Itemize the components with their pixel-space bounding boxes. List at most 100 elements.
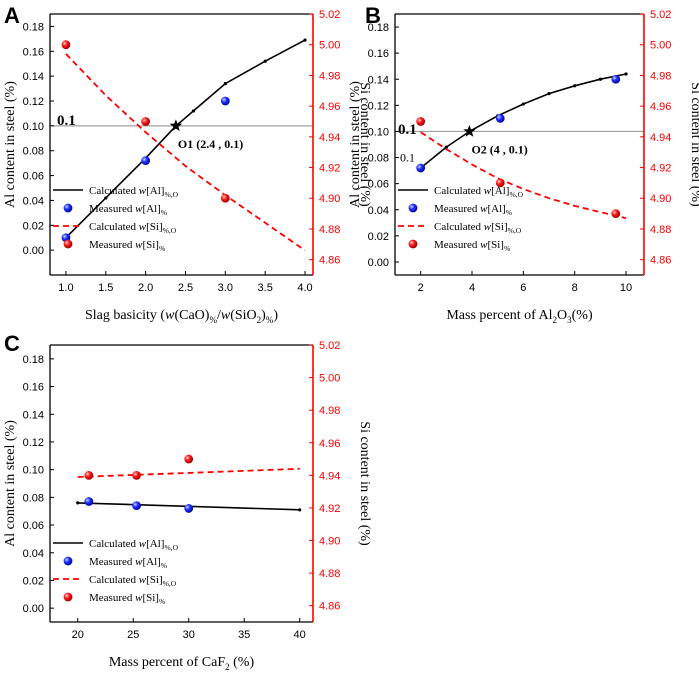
calculated-al-line (65, 39, 306, 239)
left-axis-title: Al content in steel (%) (3, 420, 18, 547)
calculated-al-point (104, 196, 108, 200)
x-tick-label: 25 (127, 629, 139, 641)
legend-sub: % (161, 561, 167, 570)
legend-part: [Al] (491, 185, 509, 197)
measured-si-point (220, 193, 230, 203)
intersection-marker (169, 119, 183, 132)
right-tick-label: 5.00 (319, 373, 340, 385)
legend-red-marker-icon (408, 239, 418, 249)
left-tick-label: 0.10 (23, 465, 44, 477)
legend-part: Calculated (434, 185, 484, 197)
calculated-al-point (298, 508, 302, 512)
legend-part: [Si] (491, 221, 508, 233)
right-tick-label: 4.86 (319, 601, 340, 613)
legend-part: Measured (434, 239, 480, 251)
left-tick-label: 0.04 (23, 548, 44, 560)
intersection-marker (463, 125, 476, 137)
legend-part: w (480, 203, 488, 215)
legend-part: [Al] (142, 556, 160, 568)
measured-si-point (611, 209, 621, 218)
right-tick-label: 5.00 (319, 40, 340, 52)
x-title-part: O (557, 308, 567, 323)
legend-part: Measured (89, 556, 135, 568)
right-tick-label: 4.96 (319, 438, 340, 450)
legend-label: Measured w[Si]% (89, 592, 165, 606)
legend-part: w (484, 221, 492, 233)
right-tick-label: 4.88 (319, 568, 340, 580)
legend-part: w (135, 592, 143, 604)
x-title-part: (%) (572, 308, 593, 323)
legend-label: Measured w[Al]% (89, 203, 167, 217)
legend-label: Calculated w[Al]%,O (89, 185, 179, 199)
x-tick-label: 30 (183, 629, 195, 641)
reference-label: 0.1 (398, 122, 417, 138)
legend-sub: %,O (163, 226, 177, 235)
legend-part: [Si] (487, 239, 504, 251)
panel-label: B (365, 3, 381, 28)
left-tick-label: 0.12 (368, 100, 389, 112)
legend-part: Calculated (434, 221, 484, 233)
legend-part: [Si] (146, 574, 163, 586)
x-title-part: Slag basicity ( (85, 308, 165, 323)
legend-part: [Si] (142, 239, 159, 251)
legend-part: Measured (89, 239, 135, 251)
left-tick-label: 0.02 (23, 575, 44, 587)
right-tick-label: 4.88 (650, 224, 671, 236)
measured-al-point (416, 163, 426, 173)
x-title-sub: % (209, 315, 217, 325)
legend-label: Calculated w[Si]%,O (89, 221, 177, 235)
measured-al-point (611, 74, 621, 84)
panel-b: B 0.1 0.1 0.00 0.02 0.04 0.06 0.08 0.10 0.12 0.14 0… (348, 3, 699, 325)
legend-part: w (139, 185, 147, 197)
legend-part: w (484, 185, 492, 197)
x-title-part: (SiO (230, 308, 256, 323)
left-tick-label: 0.00 (23, 603, 44, 615)
right-tick-label: 4.90 (319, 536, 340, 548)
left-tick-label: 0.06 (23, 171, 44, 183)
legend-sub: %,O (164, 543, 178, 552)
legend-sub: % (159, 597, 165, 606)
x-tick-label: 1.0 (58, 282, 73, 294)
legend-part: [Al] (142, 203, 160, 215)
legend-red-marker-icon (63, 239, 73, 249)
right-tick-label: 4.88 (319, 224, 340, 236)
legend-blue-marker-icon (63, 556, 73, 566)
legend-part: Measured (434, 203, 480, 215)
left-tick-label: 0.04 (23, 195, 44, 207)
legend-label: Calculated w[Al]%,O (89, 538, 179, 552)
x-title-part: w (165, 308, 175, 323)
right-tick-label: 5.02 (319, 340, 340, 352)
legend-label: Measured w[Al]% (434, 203, 512, 217)
right-tick-label: 4.86 (319, 255, 340, 267)
x-tick-label: 1.5 (98, 282, 113, 294)
calculated-al-point (547, 92, 551, 96)
left-tick-label: 0.18 (23, 354, 44, 366)
right-tick-label: 4.98 (319, 70, 340, 82)
left-tick-label: 0.18 (23, 21, 44, 33)
legend-sub: %,O (164, 190, 178, 199)
legend-part: w (135, 203, 143, 215)
legend-part: w (139, 538, 147, 550)
x-title-part: (%) (230, 655, 255, 670)
calculated-si-line (65, 53, 306, 252)
legend-red-marker-icon (63, 592, 73, 602)
x-title-part: ) (273, 308, 278, 323)
legend-sub: %,O (509, 190, 523, 199)
x-title-sub: 3 (567, 315, 572, 325)
right-axis-title: Si content in steel (%) (688, 82, 699, 207)
legend-part: Calculated (89, 538, 139, 550)
legend-part: Calculated (89, 221, 139, 233)
right-tick-label: 4.92 (650, 163, 671, 175)
legend-part: w (135, 556, 143, 568)
calculated-si-line (420, 131, 627, 220)
left-tick-label: 0.10 (23, 121, 44, 133)
right-tick-label: 4.94 (319, 470, 340, 482)
x-tick-label: 35 (238, 629, 250, 641)
right-tick-label: 4.98 (650, 70, 671, 82)
x-axis-title: Mass percent of Al2O3(%) (446, 308, 593, 325)
panel-c: C 0.00 0.02 0.04 0.06 0.08 0.10 0.12 0.14 0.16 0.1… (3, 331, 372, 672)
left-tick-label: 0.02 (23, 220, 44, 232)
reference-label: 0.1 (57, 113, 76, 129)
legend-sub: %,O (508, 226, 522, 235)
legend-label: Calculated w[Si]%,O (434, 221, 522, 235)
